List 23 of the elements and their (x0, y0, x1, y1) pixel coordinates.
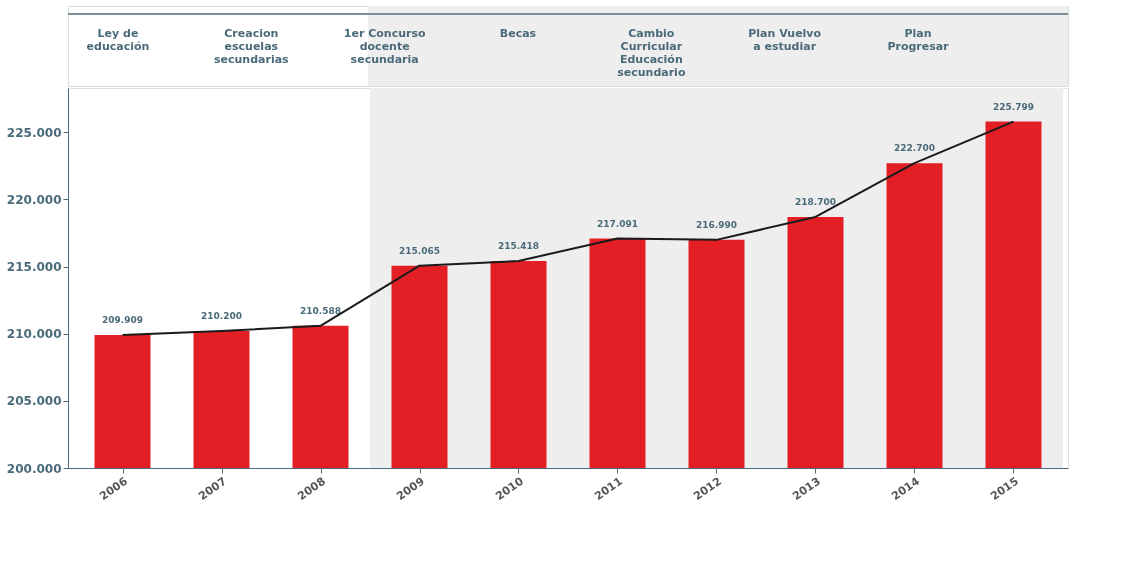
text: 1er Concurso docente secundaria (343, 27, 426, 66)
y-tick-label: 200.000 (6, 461, 62, 476)
y-tick-label: 210.000 (6, 327, 62, 342)
data-label: 215.418 (498, 240, 539, 251)
data-label: 216.990 (696, 219, 737, 230)
data-label: 215.065 (399, 245, 440, 256)
text: Ley de educación (86, 27, 150, 53)
data-label: 209.909 (102, 314, 143, 325)
data-label: 222.700 (894, 143, 935, 154)
data-label: 225.799 (993, 101, 1034, 112)
y-tick-label: 205.000 (6, 394, 62, 409)
text: Plan Progresar (887, 27, 950, 53)
data-label: 210.200 (201, 311, 242, 322)
text: Plan Vuelvo a estudiar (748, 27, 822, 53)
y-tick-label: 220.000 (6, 192, 62, 207)
y-tick-label: 215.000 (6, 260, 62, 275)
text: Cambio Curricular Educación secundario (617, 27, 686, 79)
data-label: 218.700 (795, 196, 836, 207)
text: Becas (499, 27, 537, 40)
y-tick-label: 225.000 (6, 125, 62, 140)
text: Creacion escuelas secundarias (214, 27, 290, 66)
data-label: 217.091 (597, 218, 638, 229)
data-label: 210.588 (300, 305, 341, 316)
